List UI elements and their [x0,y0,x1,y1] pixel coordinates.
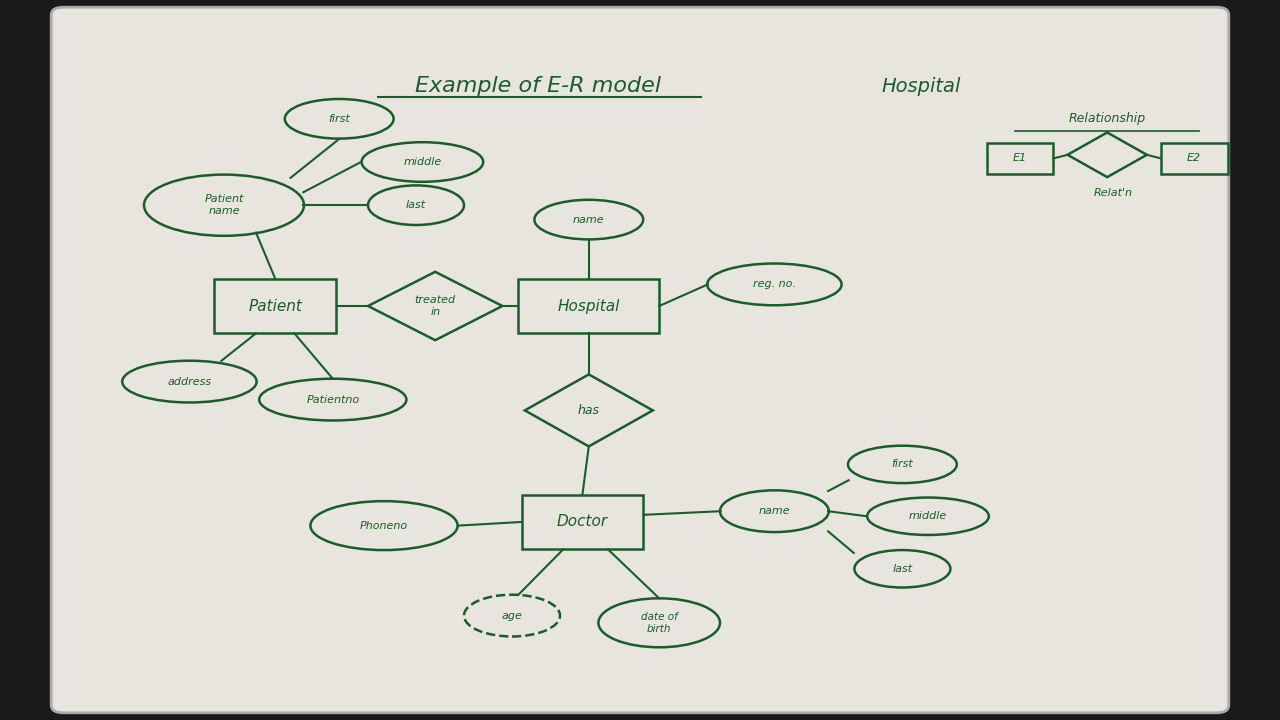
Text: Relat'n: Relat'n [1094,188,1133,198]
Text: Phoneno: Phoneno [360,521,408,531]
Text: last: last [406,200,426,210]
Text: first: first [892,459,913,469]
Text: date of
birth: date of birth [641,612,677,634]
Text: middle: middle [909,511,947,521]
Text: middle: middle [403,157,442,167]
Text: age: age [502,611,522,621]
Text: Example of E-R model: Example of E-R model [415,76,660,96]
Text: name: name [759,506,790,516]
Text: name: name [573,215,604,225]
Text: first: first [329,114,349,124]
Text: has: has [577,404,600,417]
Text: Hospital: Hospital [558,299,620,313]
Text: Doctor: Doctor [557,515,608,529]
Text: treated
in: treated in [415,295,456,317]
Text: Relationship: Relationship [1069,112,1146,125]
Text: Hospital: Hospital [882,77,961,96]
Text: Patient
name: Patient name [205,194,243,216]
Text: E1: E1 [1012,153,1028,163]
Text: address: address [168,377,211,387]
Text: Patient: Patient [248,299,302,313]
Text: reg. no.: reg. no. [753,279,796,289]
Text: last: last [892,564,913,574]
Text: Patientno: Patientno [306,395,360,405]
FancyBboxPatch shape [51,7,1229,713]
Text: E2: E2 [1187,153,1202,163]
